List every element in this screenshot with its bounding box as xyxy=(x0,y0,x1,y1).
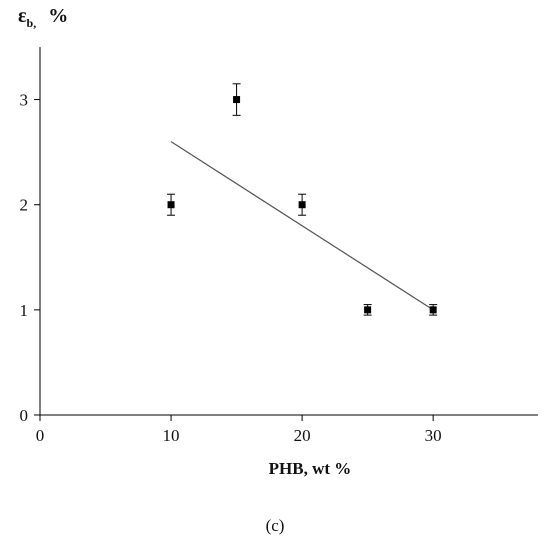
y-tick-labels: 0 1 2 3 xyxy=(20,91,29,425)
x-tick-label: 0 xyxy=(36,426,45,445)
x-tick-label: 20 xyxy=(294,426,311,445)
y-tick-label: 0 xyxy=(20,406,29,425)
error-bars xyxy=(167,83,438,316)
y-axis-label: εb,% xyxy=(18,5,68,30)
data-point xyxy=(167,201,175,209)
axes xyxy=(39,47,538,416)
trendline xyxy=(170,141,434,311)
trendline-group xyxy=(170,141,434,311)
data-point xyxy=(298,201,306,209)
x-tick-label: 30 xyxy=(425,426,442,445)
x-tick-labels: 0 10 20 30 xyxy=(36,426,442,445)
x-tick-label: 10 xyxy=(163,426,180,445)
x-axis-label: PHB, wt % xyxy=(269,459,352,478)
data-point xyxy=(429,306,437,314)
y-axis-label-subscript: b, xyxy=(27,16,37,30)
y-axis-label-unit: % xyxy=(48,5,68,27)
data-point xyxy=(364,306,372,314)
data-points xyxy=(167,96,437,314)
y-tick-label: 1 xyxy=(20,301,29,320)
y-tick-label: 3 xyxy=(20,91,29,110)
y-axis-label-symbol: ε xyxy=(18,5,27,27)
figure-caption: (c) xyxy=(266,516,285,535)
y-tick-label: 2 xyxy=(20,196,29,215)
data-point xyxy=(233,96,241,104)
tick-marks xyxy=(34,99,434,421)
